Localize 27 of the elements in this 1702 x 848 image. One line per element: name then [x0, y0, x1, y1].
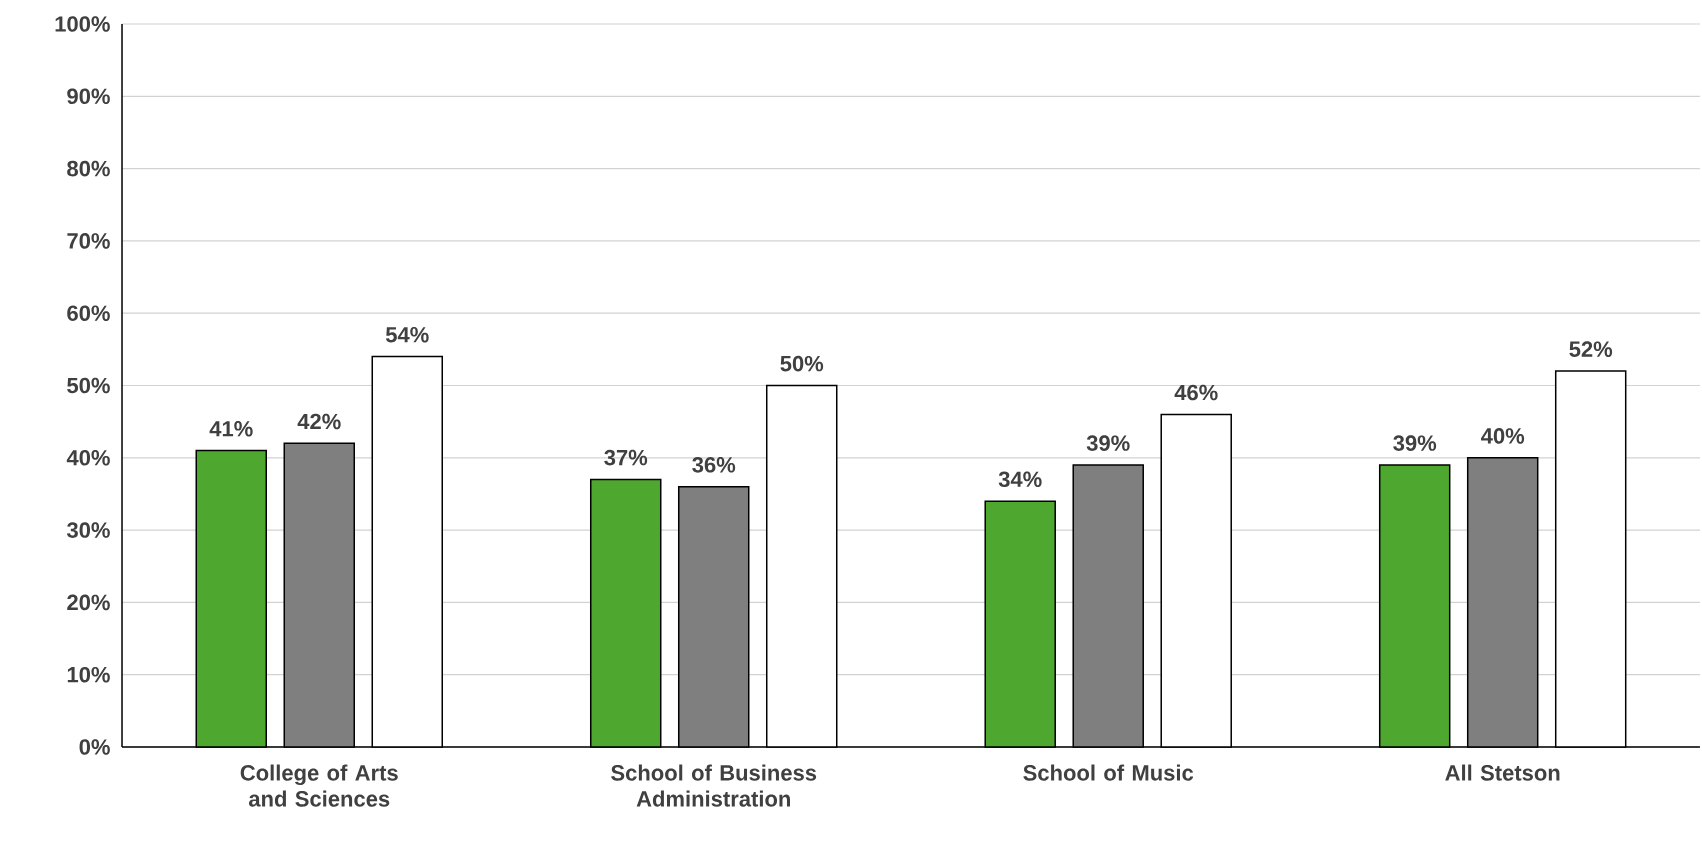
x-tick-label: School of Business Administration — [611, 764, 817, 807]
x-tick-label: All Stetson — [1445, 764, 1560, 781]
y-tick-label: 0% — [79, 739, 110, 755]
y-tick-label: 30% — [66, 522, 110, 538]
y-tick-label: 10% — [67, 666, 110, 683]
data-label: 54% — [385, 326, 429, 343]
data-label: 34% — [998, 471, 1042, 488]
x-tick-label: School of Music — [1023, 764, 1194, 781]
data-label: 36% — [692, 457, 736, 473]
x-tick-label: College of Arts and Sciences — [240, 764, 398, 807]
data-label: 46% — [1174, 384, 1218, 401]
y-tick-label: 90% — [67, 88, 110, 105]
data-label: 50% — [780, 355, 824, 372]
data-label: 52% — [1569, 341, 1613, 357]
y-tick-label: 60% — [67, 305, 110, 321]
y-tick-label: 80% — [67, 160, 110, 177]
data-label: 37% — [604, 449, 648, 466]
data-label: 41% — [209, 421, 253, 437]
y-tick-label: 70% — [67, 233, 110, 249]
data-label: 40% — [1481, 428, 1525, 444]
y-tick-label: 20% — [67, 594, 110, 611]
data-label: 39% — [1086, 435, 1130, 451]
data-label: 39% — [1393, 435, 1437, 451]
y-tick-label: 40% — [66, 449, 110, 466]
y-tick-label: 50% — [67, 377, 110, 394]
data-label: 42% — [297, 413, 341, 430]
y-tick-label: 100% — [55, 16, 110, 32]
